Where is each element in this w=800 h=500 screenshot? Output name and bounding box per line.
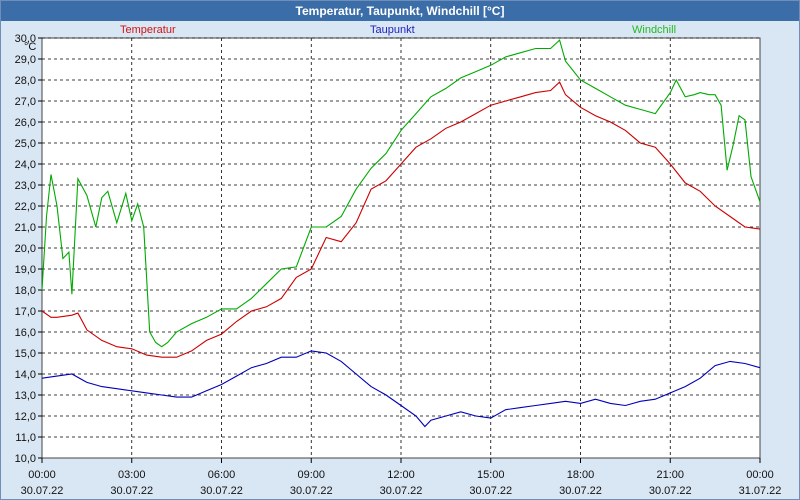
x-tick-date: 31.07.22	[739, 485, 782, 497]
x-tick-time: 15:00	[477, 469, 505, 481]
chart-title: Temperatur, Taupunkt, Windchill [°C]	[1, 1, 799, 21]
y-tick-label: 25,0	[15, 138, 36, 150]
x-tick-time: 18:00	[567, 469, 595, 481]
y-tick-label: 29,0	[15, 54, 36, 66]
y-tick-label: 26,0	[15, 117, 36, 129]
legend-windchill: Windchill	[632, 24, 677, 36]
y-tick-label: 12,0	[15, 411, 36, 423]
x-tick-date: 30.07.22	[110, 485, 153, 497]
y-tick-label: 10,0	[15, 453, 36, 465]
x-tick-time: 12:00	[387, 469, 415, 481]
x-tick-time: 21:00	[656, 469, 684, 481]
x-tick-date: 30.07.22	[200, 485, 243, 497]
y-tick-label: 27,0	[15, 96, 36, 108]
x-tick-time: 09:00	[297, 469, 325, 481]
x-tick-time: 00:00	[746, 469, 774, 481]
x-tick-date: 30.07.22	[649, 485, 692, 497]
y-tick-label: 19,0	[15, 264, 36, 276]
series-line-taupunkt	[41, 350, 761, 428]
y-tick-label: 20,0	[15, 243, 36, 255]
y-tick-label: 13,0	[15, 390, 36, 402]
x-tick-date: 30.07.22	[290, 485, 333, 497]
y-tick-label: 15,0	[15, 348, 36, 360]
series-line-windchill	[41, 39, 761, 348]
y-tick-label: 17,0	[15, 306, 36, 318]
y-tick-label: 30,0	[15, 33, 36, 45]
x-tick-date: 30.07.22	[559, 485, 602, 497]
legend-taupunkt: Taupunkt	[370, 24, 415, 36]
x-tick-date: 30.07.22	[469, 485, 512, 497]
y-tick-label: 16,0	[15, 327, 36, 339]
y-axis-ticks: 10,0 11,0 12,0 13,0 14,0 15,0 16,0 17,0 18,0 19,0…	[15, 33, 42, 465]
x-tick-time: 00:00	[28, 469, 56, 481]
series-group	[41, 39, 761, 428]
y-tick-label: 21,0	[15, 222, 36, 234]
y-tick-label: 14,0	[15, 369, 36, 381]
x-tick-time: 03:00	[118, 469, 146, 481]
x-tick-time: 06:00	[208, 469, 236, 481]
y-axis-unit: °C	[24, 41, 36, 53]
x-axis-ticks: 00:00 30.07.22 03:00 30.07.22 06:00 30.07.22 0…	[21, 458, 782, 497]
grid-lines	[42, 37, 760, 458]
y-tick-label: 28,0	[15, 75, 36, 87]
series-line-temperatur	[41, 81, 761, 358]
x-tick-date: 30.07.22	[21, 485, 64, 497]
legend-temperatur: Temperatur	[120, 24, 176, 36]
x-tick-date: 30.07.22	[380, 485, 423, 497]
y-tick-label: 22,0	[15, 201, 36, 213]
y-tick-label: 11,0	[15, 432, 36, 444]
y-tick-label: 23,0	[15, 180, 36, 192]
y-tick-label: 18,0	[15, 285, 36, 297]
y-tick-label: 24,0	[15, 159, 36, 171]
